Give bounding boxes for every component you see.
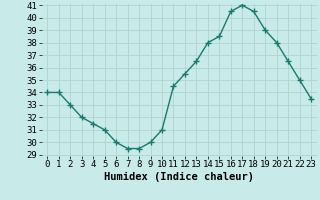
X-axis label: Humidex (Indice chaleur): Humidex (Indice chaleur) — [104, 172, 254, 182]
